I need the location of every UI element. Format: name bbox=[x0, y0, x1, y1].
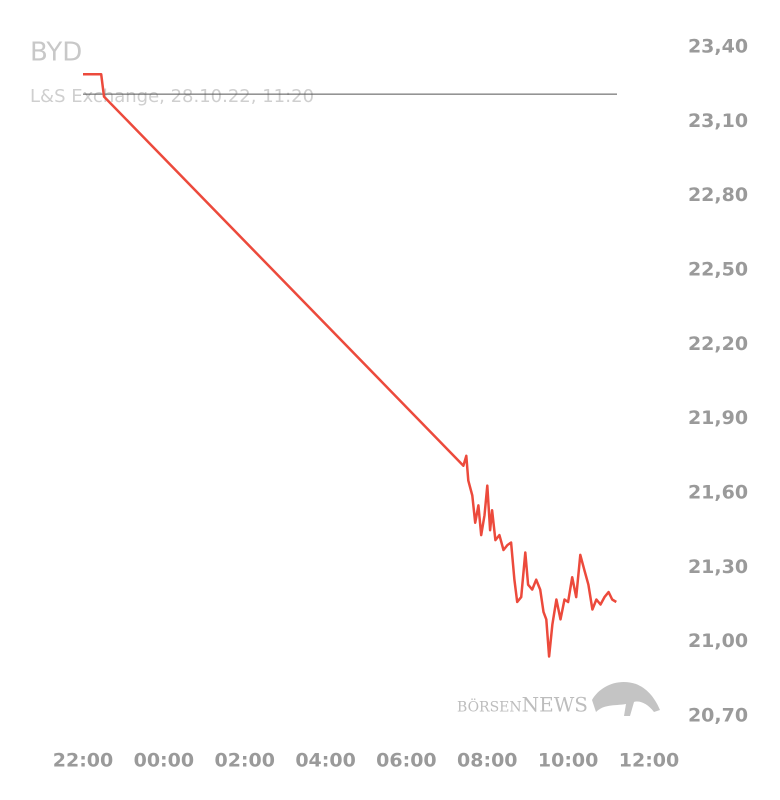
y-tick-label: 21,30 bbox=[688, 556, 748, 578]
y-tick-label: 20,70 bbox=[688, 705, 748, 727]
chart-title: BYD bbox=[30, 38, 82, 68]
watermark: börsenNEWS bbox=[457, 693, 588, 717]
chart-subtitle: L&S Exchange, 28.10.22, 11:20 bbox=[30, 86, 314, 107]
price-line bbox=[83, 73, 617, 658]
x-tick-label: 04:00 bbox=[295, 750, 355, 772]
x-tick-label: 02:00 bbox=[214, 750, 274, 772]
y-tick-label: 21,60 bbox=[688, 482, 748, 504]
y-tick-label: 21,90 bbox=[688, 407, 748, 429]
x-tick-label: 12:00 bbox=[619, 750, 679, 772]
x-tick-label: 06:00 bbox=[376, 750, 436, 772]
x-tick-label: 08:00 bbox=[457, 750, 517, 772]
y-tick-label: 21,00 bbox=[688, 630, 748, 652]
x-tick-label: 00:00 bbox=[134, 750, 194, 772]
y-tick-label: 23,40 bbox=[688, 36, 748, 58]
x-tick-label: 22:00 bbox=[53, 750, 113, 772]
x-tick-label: 10:00 bbox=[538, 750, 598, 772]
y-tick-label: 22,20 bbox=[688, 333, 748, 355]
y-tick-label: 23,10 bbox=[688, 110, 748, 132]
y-tick-label: 22,80 bbox=[688, 184, 748, 206]
y-tick-label: 22,50 bbox=[688, 259, 748, 281]
bull-icon bbox=[592, 681, 660, 716]
